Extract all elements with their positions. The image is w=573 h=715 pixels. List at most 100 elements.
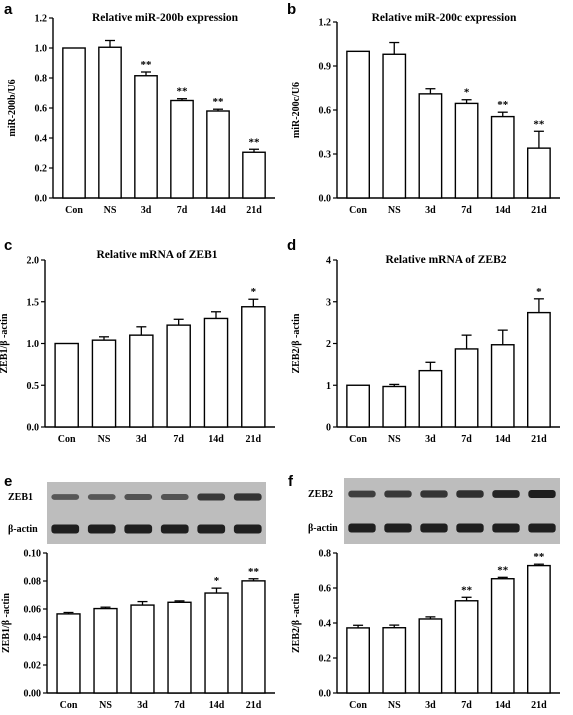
x-tick-label: 14d <box>495 700 511 711</box>
significance-label: ** <box>141 59 153 71</box>
x-tick-label: NS <box>99 700 112 711</box>
y-tick-label: 0.02 <box>24 661 42 672</box>
bar <box>418 369 443 428</box>
blot-band <box>233 524 262 534</box>
bar <box>241 306 266 428</box>
significance-label: * <box>214 575 220 587</box>
bar <box>206 110 230 199</box>
y-tick-label: 0.4 <box>35 134 48 145</box>
blot-band <box>160 524 189 534</box>
x-tick-label: NS <box>98 434 111 445</box>
blot-band <box>420 523 448 533</box>
chart-title-b: Relative miR-200c expression <box>372 12 517 24</box>
y-tick-label: 0.2 <box>319 654 332 665</box>
blot-row-label: ZEB1 <box>8 492 33 503</box>
y-tick-label: 4 <box>326 256 331 267</box>
blot-band <box>348 490 376 498</box>
bar <box>62 47 86 199</box>
bar <box>382 385 407 428</box>
y-axis-label-c: ZEB1/β -actin <box>0 313 10 373</box>
panel-label-e: e <box>4 473 12 490</box>
y-tick-label: 0.08 <box>24 577 42 588</box>
y-tick-label: 0.04 <box>24 633 42 644</box>
x-tick-label: NS <box>104 205 117 216</box>
significance-label: ** <box>177 86 189 98</box>
x-tick-label: Con <box>349 434 367 445</box>
blot-row-label: β-actin <box>8 524 38 535</box>
bar <box>93 607 118 694</box>
blot-band <box>197 493 226 501</box>
significance-label: ** <box>248 566 260 578</box>
y-tick-label: 1.2 <box>319 18 332 29</box>
x-tick-label: 14d <box>495 434 511 445</box>
blot-band <box>233 493 262 501</box>
bar <box>167 601 192 694</box>
y-tick-label: 0.3 <box>319 150 332 161</box>
blot-band <box>348 523 376 533</box>
western-blot-image <box>47 482 266 544</box>
bar <box>129 334 154 428</box>
x-tick-label: 3d <box>136 434 147 445</box>
x-tick-label: 21d <box>531 434 547 445</box>
significance-label: * <box>251 286 257 298</box>
significance-label: ** <box>533 118 545 130</box>
panel-c: c Relative mRNA of ZEB1 0.0 0.5 1.0 1.5 2.0 ZEB… <box>0 237 275 445</box>
x-tick-label: 7d <box>177 205 188 216</box>
y-tick-label: 1.0 <box>35 44 48 55</box>
x-tick-label: 7d <box>461 700 472 711</box>
blot-band <box>492 523 520 533</box>
panel-label-b: b <box>287 1 296 18</box>
y-tick-label: 0.10 <box>24 549 42 560</box>
blot-row-label: ZEB2 <box>308 489 333 500</box>
y-axis-label-a: miR-200b/U6 <box>7 79 18 136</box>
x-tick-label: NS <box>388 700 401 711</box>
x-tick-label: NS <box>388 434 401 445</box>
x-tick-label: 7d <box>173 434 184 445</box>
y-tick-label: 0.8 <box>35 74 48 85</box>
blot-band <box>456 523 484 533</box>
y-tick-label: 0.0 <box>27 423 40 434</box>
y-tick-label: 0.6 <box>319 106 332 117</box>
x-tick-label: 14d <box>209 700 225 711</box>
blot-band <box>384 523 412 533</box>
panel-a: a Relative miR-200b expression 0.0 0.2 0.4 0.… <box>4 1 275 216</box>
y-tick-label: 0.8 <box>319 549 332 560</box>
blot-band <box>51 524 80 534</box>
y-axis-label-f: ZEB2/β -actin <box>291 593 302 653</box>
blot-band <box>384 490 412 498</box>
x-tick-label: Con <box>349 700 367 711</box>
blot-band <box>124 494 153 500</box>
y-axis-label-d: ZEB2/β -actin <box>291 313 302 373</box>
bar <box>527 564 551 694</box>
x-tick-label: 21d <box>531 205 547 216</box>
bar <box>346 627 370 694</box>
chart-title-c: Relative mRNA of ZEB1 <box>96 249 217 261</box>
x-tick-label: 14d <box>495 205 511 216</box>
x-tick-label: 21d <box>246 205 262 216</box>
x-tick-label: 7d <box>461 205 472 216</box>
blot-band <box>528 490 556 498</box>
x-tick-label: Con <box>349 205 367 216</box>
y-tick-label: 1.5 <box>27 297 40 308</box>
bar <box>454 348 479 428</box>
bar <box>56 613 81 694</box>
y-tick-label: 0.6 <box>35 104 48 115</box>
panel-label-f: f <box>288 473 294 490</box>
bar <box>490 578 515 694</box>
blot-band <box>51 494 80 500</box>
y-tick-label: 0.9 <box>319 62 332 73</box>
bar <box>527 147 551 199</box>
panel-f: f 0.0 0.2 0.4 0.6 0.8 ZEB2/β -actin Con NS 3d ** 7d… <box>288 473 560 711</box>
bar <box>204 592 229 694</box>
y-tick-label: 0.6 <box>319 584 332 595</box>
x-tick-label: 21d <box>246 434 262 445</box>
bar <box>91 339 117 428</box>
y-tick-label: 2 <box>326 339 331 350</box>
x-tick-label: Con <box>65 205 83 216</box>
chart-title-a: Relative miR-200b expression <box>92 12 239 24</box>
y-axis-label-b: miR-200c/U6 <box>291 82 302 138</box>
significance-label: ** <box>497 564 509 576</box>
bar <box>382 627 407 694</box>
y-tick-label: 0.5 <box>27 381 40 392</box>
blot-band <box>528 523 556 533</box>
